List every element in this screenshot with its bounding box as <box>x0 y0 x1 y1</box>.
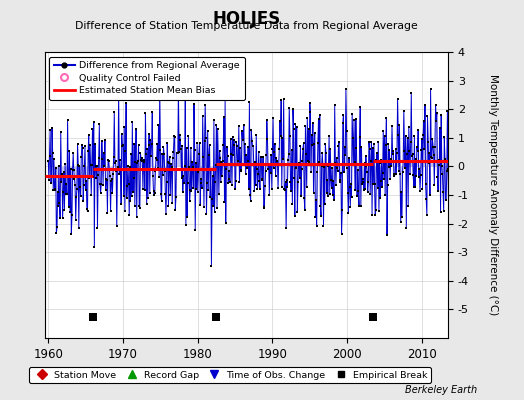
Text: HOLJES: HOLJES <box>212 10 280 28</box>
Y-axis label: Monthly Temperature Anomaly Difference (°C): Monthly Temperature Anomaly Difference (… <box>488 74 498 316</box>
Text: Difference of Station Temperature Data from Regional Average: Difference of Station Temperature Data f… <box>75 21 418 31</box>
Text: Berkeley Earth: Berkeley Earth <box>405 385 477 395</box>
Legend: Station Move, Record Gap, Time of Obs. Change, Empirical Break: Station Move, Record Gap, Time of Obs. C… <box>29 367 431 383</box>
